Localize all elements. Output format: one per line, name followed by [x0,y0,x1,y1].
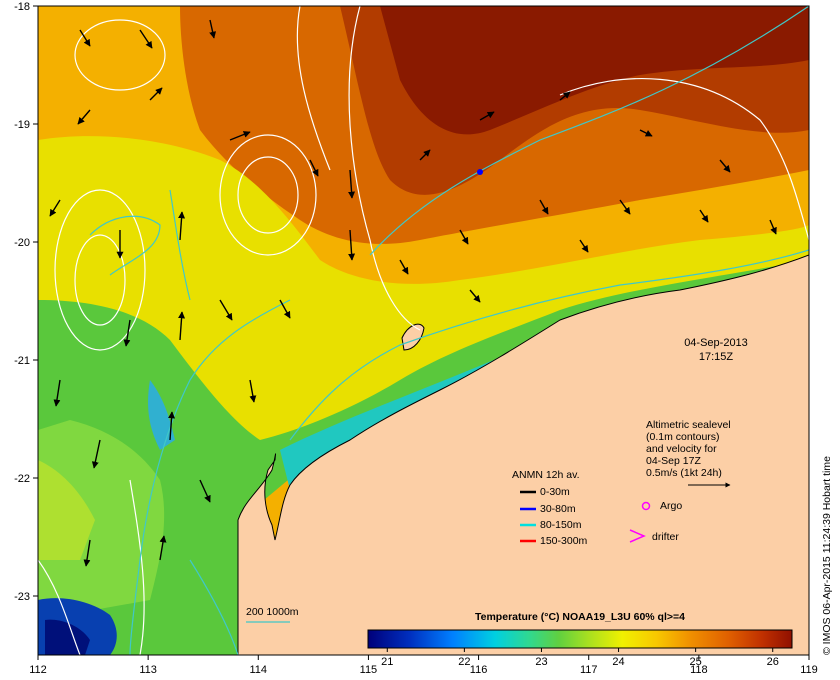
velocity-arrow [91,439,101,469]
map-area [38,6,809,655]
velocity-arrow [77,109,91,125]
altimetry-line-4: 04-Sep 17Z [646,455,701,467]
island [401,323,425,351]
colorbar-gradient [367,629,793,649]
colorbar-tick-label: 25 [690,656,702,668]
velocity-arrow [49,199,61,217]
lon-tick-label: 113 [139,664,157,676]
altimetry-line-1: Altimetric sealevel [646,419,731,431]
lon-tick-label: 114 [250,664,268,676]
lon-tick-label: 118 [690,664,708,676]
altimetry-line-3: and velocity for [646,443,717,455]
altimetry-line-5: 0.5m/s (1kt 24h) [646,467,722,479]
colorbar: Temperature (°C) NOAA19_L3U 60% ql>=4 21… [367,611,793,668]
velocity-arrow [399,259,409,275]
velocity-arrow [309,159,319,177]
isobaths [89,6,809,655]
argo-marker [641,501,651,511]
sst-green-band [38,260,809,655]
velocity-arrow [159,535,167,561]
time-label: 17:15Z [699,351,734,363]
velocity-arrow [279,299,291,319]
velocity-arrow [229,131,251,141]
velocity-arrow [219,299,233,321]
velocity-arrow [459,229,469,245]
velocity-arrow [79,29,91,47]
lon-tick-label: 119 [800,664,818,676]
anmn-legend: ANMN 12h av. 0-30m 30-80m 80-150m 150-30… [512,469,588,547]
velocity-arrow [178,311,186,341]
coastline [237,254,809,655]
drifter-marker [629,529,646,543]
colorbar-tick-label: 24 [612,656,624,668]
velocity-arrow [619,199,631,215]
velocity-arrow [348,169,356,199]
anmn-label-3: 150-300m [540,535,588,547]
colorbar-tick-label: 22 [458,656,470,668]
credit-label: © IMOS 06-Apr-2015 11:24:39 Hobart time [821,456,833,655]
map-frame [37,5,810,656]
colorbar-tick-label: 23 [535,656,547,668]
drifter-label: drifter [652,531,679,543]
colorbar-title: Temperature (°C) NOAA19_L3U 60% ql>=4 [475,611,685,623]
lon-tick-label: 116 [470,664,488,676]
altimetry-line-2: (0.1m contours) [646,431,720,443]
velocity-arrow [719,159,731,173]
anmn-title: ANMN 12h av. [512,469,580,481]
velocity-arrow [149,87,163,101]
isobath-legend-label: 200 1000m [246,606,299,618]
velocity-arrow [559,91,571,101]
velocity-arrow [579,239,589,253]
colorbar-tick-label: 21 [381,656,393,668]
lat-tick-label: -18 [14,1,30,13]
velocity-arrow [249,379,257,403]
colorbar-tick-label: 26 [767,656,779,668]
velocity-arrow [168,411,176,441]
mooring-marker [477,169,483,175]
anmn-label-2: 80-150m [540,519,582,531]
lat-tick-label: -23 [14,591,30,603]
velocity-arrow [348,229,356,261]
lat-tick-label: -19 [14,119,30,131]
sst-coldest-patch [45,619,90,655]
lon-tick-label: 115 [360,664,378,676]
lon-tick-label: 117 [580,664,598,676]
velocity-arrow [178,211,186,241]
latitude-axis: -18 -19 -20 -21 -22 -23 [14,1,38,603]
sea-level-contours [38,6,809,655]
velocity-arrow [639,129,653,137]
lat-tick-label: -22 [14,473,30,485]
land-mass [238,255,809,655]
argo-label: Argo [660,500,682,512]
velocity-arrow [469,289,481,303]
anmn-label-1: 30-80m [540,503,576,515]
colorbar-ticks: 21 22 23 24 25 26 [381,648,779,668]
velocity-arrow [419,149,431,161]
date-label: 04-Sep-2013 [684,337,748,349]
sst-lime-patch [38,460,95,560]
anmn-label-0: 0-30m [540,486,570,498]
velocity-arrow [123,319,131,347]
velocity-arrow [53,379,61,407]
lat-tick-label: -20 [14,237,30,249]
longitude-axis: 112 113 114 115 116 117 118 119 [29,655,818,676]
altimetry-legend: Altimetric sealevel (0.1m contours) and … [646,419,731,488]
sst-light-green [38,420,165,620]
velocity-arrow [539,199,549,215]
velocity-arrow [209,19,217,39]
sst-hottest-band [380,6,809,135]
velocity-arrows [49,19,777,567]
velocity-arrow [83,539,91,567]
velocity-arrow [479,111,495,121]
lat-tick-label: -21 [14,355,30,367]
lon-tick-label: 112 [29,664,47,676]
velocity-arrow [769,219,777,235]
velocity-arrow [139,29,153,49]
velocity-arrow [699,209,709,223]
velocity-arrow [199,479,211,503]
